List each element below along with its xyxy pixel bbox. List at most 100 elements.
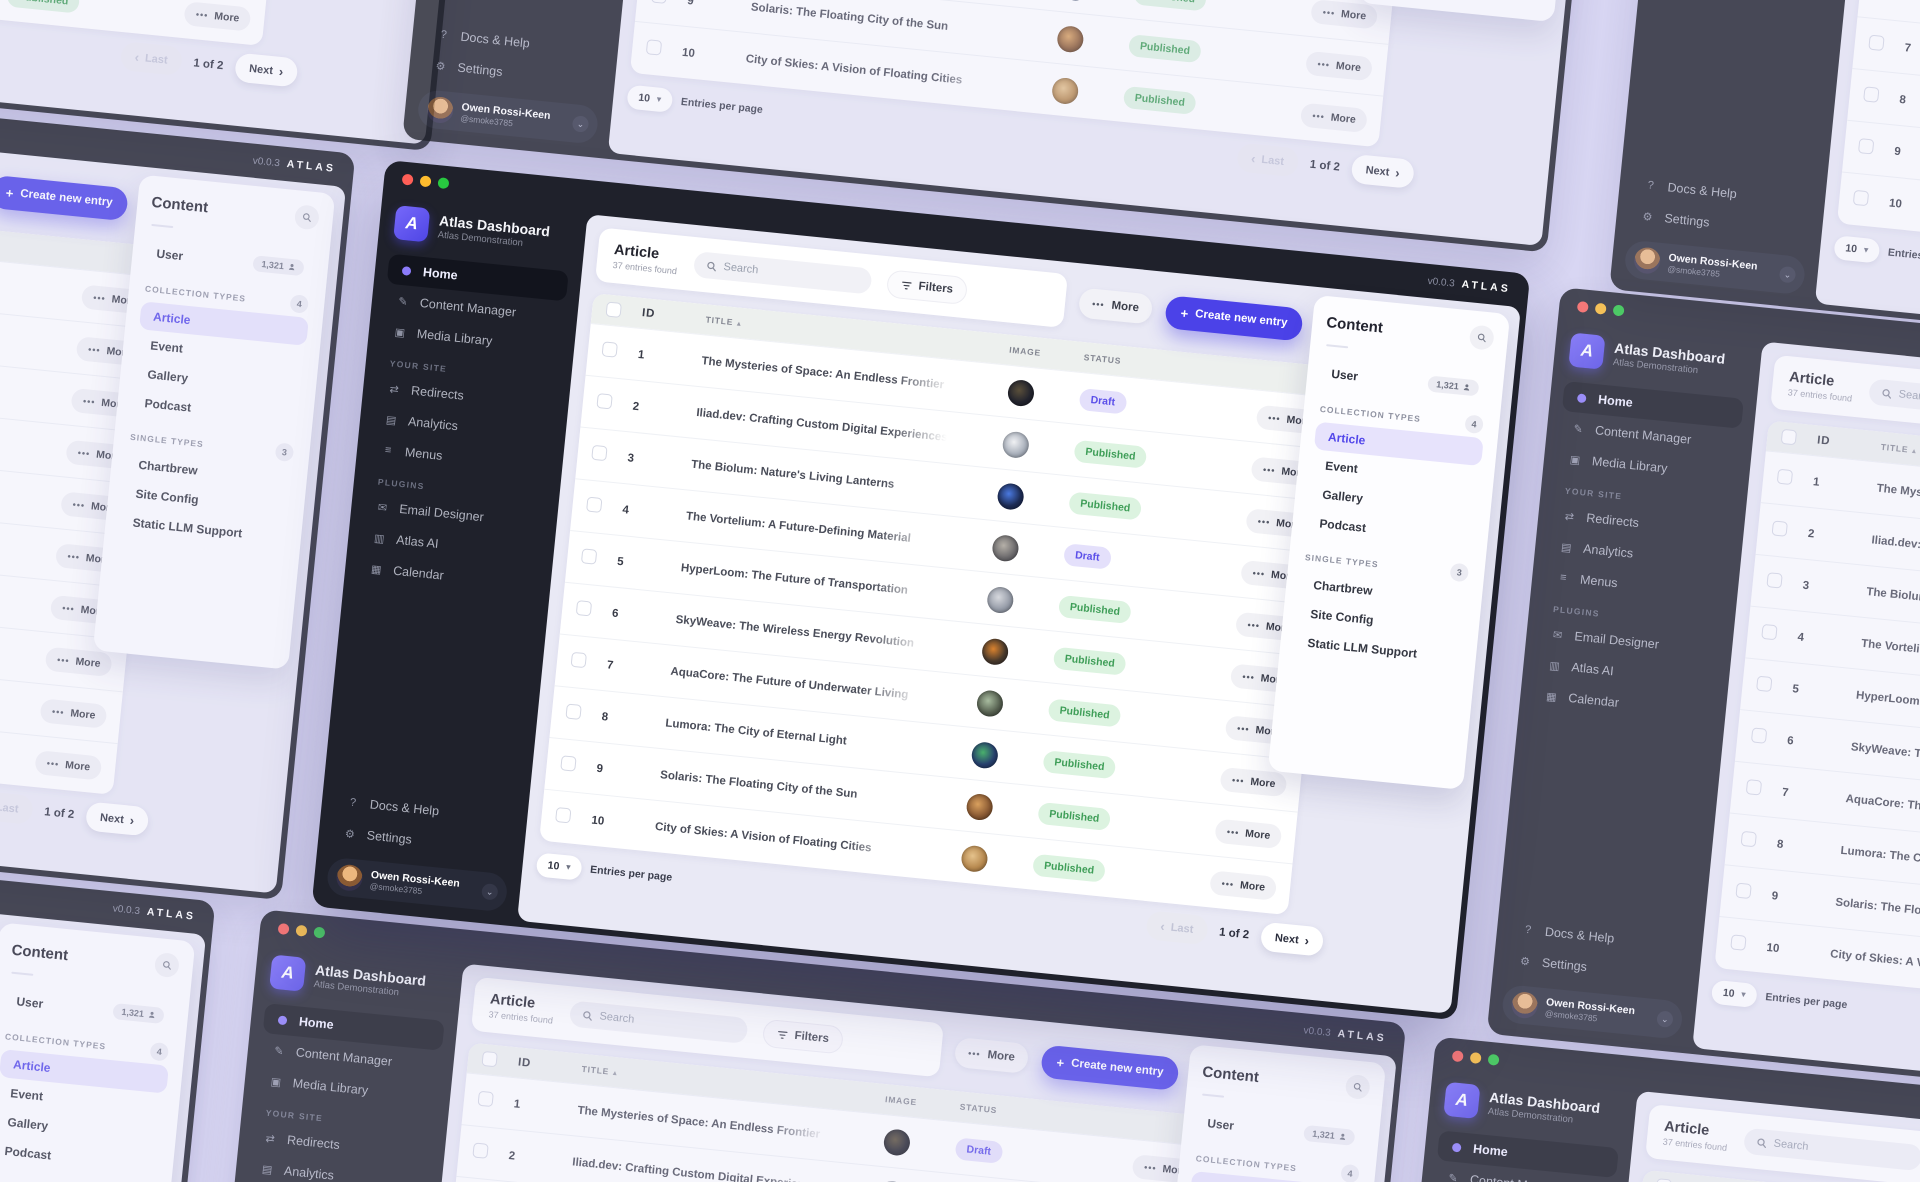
last-page-button[interactable]: ‹ Last — [1235, 142, 1300, 178]
column-header-status[interactable]: STATUS — [959, 1101, 998, 1116]
row-checkbox[interactable] — [1776, 468, 1794, 485]
search-input[interactable]: Search — [1867, 378, 1920, 422]
row-checkbox[interactable] — [1863, 85, 1880, 103]
zoom-window-button[interactable] — [313, 926, 326, 939]
column-header-status[interactable]: STATUS — [0, 232, 37, 255]
row-checkbox[interactable] — [1730, 933, 1747, 951]
row-checkbox[interactable] — [1771, 519, 1789, 537]
select-all-checkbox[interactable] — [1780, 428, 1798, 445]
sort-icon[interactable]: ▴ — [736, 320, 742, 328]
last-page-button[interactable]: ‹ Last — [0, 789, 34, 825]
create-new-entry-button[interactable]: + Create new entry — [1040, 1044, 1180, 1091]
minimize-window-button[interactable] — [1594, 302, 1607, 315]
close-window-button[interactable] — [1451, 1049, 1464, 1062]
create-new-entry-button[interactable]: + Create new entry — [0, 174, 130, 221]
row-checkbox[interactable] — [591, 444, 608, 461]
entries-per-page-select[interactable]: 10 ▾ — [626, 84, 674, 113]
close-window-button[interactable] — [277, 922, 290, 935]
row-more-button[interactable]: ••• More — [1300, 102, 1368, 133]
column-header-id[interactable]: ID — [1816, 434, 1831, 448]
row-checkbox[interactable] — [1852, 189, 1870, 206]
user-card[interactable]: Owen Rossi-Keen @smoke3785 ⌄ — [325, 856, 509, 913]
panel-search-button[interactable] — [1468, 324, 1495, 351]
create-new-entry-button[interactable]: + Create new entry — [1164, 294, 1305, 342]
row-checkbox[interactable] — [555, 806, 572, 823]
close-window-button[interactable] — [401, 173, 414, 186]
row-checkbox[interactable] — [575, 599, 593, 616]
row-checkbox[interactable] — [1745, 778, 1763, 796]
row-checkbox[interactable] — [650, 0, 668, 4]
search-input[interactable]: Search — [568, 1000, 749, 1044]
row-checkbox[interactable] — [1857, 137, 1875, 155]
row-checkbox[interactable] — [560, 754, 577, 772]
row-checkbox[interactable] — [472, 1141, 489, 1159]
row-checkbox[interactable] — [596, 392, 613, 409]
row-checkbox[interactable] — [565, 703, 582, 720]
panel-item-user[interactable]: User 1,321 — [5, 985, 175, 1032]
next-page-button[interactable]: Next › — [84, 801, 150, 837]
minimize-window-button[interactable] — [295, 924, 308, 937]
panel-search-button[interactable] — [1344, 1073, 1371, 1101]
row-more-button[interactable]: ••• More — [1310, 0, 1379, 30]
row-checkbox[interactable] — [580, 547, 598, 565]
column-header-id[interactable]: ID — [641, 307, 656, 321]
row-checkbox[interactable] — [1761, 623, 1778, 640]
panel-item-user[interactable]: User 1,321 — [145, 238, 315, 285]
row-checkbox[interactable] — [1750, 726, 1768, 744]
entries-per-page-select[interactable]: 10 ▾ — [1710, 979, 1758, 1008]
row-more-button[interactable]: ••• More — [34, 749, 103, 781]
select-all-checkbox[interactable] — [1655, 1177, 1673, 1182]
row-checkbox[interactable] — [570, 651, 588, 668]
next-page-button[interactable]: Next › — [233, 52, 299, 88]
more-button[interactable]: ••• More — [1077, 287, 1154, 325]
zoom-window-button[interactable] — [1487, 1053, 1500, 1066]
last-page-button[interactable]: ‹ Last — [1145, 910, 1209, 946]
chevron-down-icon[interactable]: ⌄ — [1778, 265, 1797, 284]
search-input[interactable]: Search — [692, 250, 873, 295]
filters-button[interactable]: Filters — [761, 1018, 845, 1055]
chevron-down-icon[interactable]: ⌄ — [481, 883, 499, 901]
select-all-checkbox[interactable] — [605, 301, 622, 318]
row-more-button[interactable]: ••• More — [1209, 869, 1278, 901]
row-checkbox[interactable] — [601, 340, 619, 358]
column-header-status[interactable]: STATUS — [1083, 352, 1122, 366]
panel-item-user[interactable]: User 1,321 — [1196, 1107, 1366, 1154]
zoom-window-button[interactable] — [1612, 304, 1625, 317]
zoom-window-button[interactable] — [437, 176, 450, 189]
close-window-button[interactable] — [1576, 300, 1589, 313]
user-card[interactable]: Owen Rossi-Keen @smoke3785 ⌄ — [416, 88, 600, 145]
entries-per-page-select[interactable]: 10 ▾ — [535, 851, 583, 881]
more-button[interactable]: ••• More — [953, 1036, 1030, 1074]
filters-button[interactable]: Filters — [885, 269, 969, 306]
sort-icon[interactable]: ▴ — [1911, 447, 1917, 456]
chevron-down-icon[interactable]: ⌄ — [571, 115, 590, 133]
chevron-down-icon[interactable]: ⌄ — [1656, 1010, 1674, 1028]
minimize-window-button[interactable] — [1469, 1051, 1482, 1064]
column-header-id[interactable]: ID — [517, 1056, 532, 1070]
sort-icon[interactable]: ▴ — [612, 1069, 618, 1078]
user-card[interactable]: Owen Rossi-Keen @smoke3785 ⌄ — [1500, 984, 1684, 1040]
panel-item-user[interactable]: User 1,321 — [1320, 358, 1490, 405]
entries-per-page-select[interactable]: 10 ▾ — [1833, 234, 1881, 264]
minimize-window-button[interactable] — [419, 174, 432, 187]
next-page-button[interactable]: Next › — [1259, 921, 1325, 957]
row-checkbox[interactable] — [586, 496, 603, 513]
row-checkbox[interactable] — [645, 38, 663, 56]
row-checkbox[interactable] — [1766, 571, 1783, 589]
row-checkbox[interactable] — [1868, 34, 1885, 51]
search-input[interactable]: Search — [1742, 1127, 1920, 1172]
select-all-checkbox[interactable] — [481, 1050, 498, 1067]
row-more-button[interactable]: ••• More — [1305, 50, 1374, 81]
row-checkbox[interactable] — [1756, 675, 1773, 692]
last-page-button[interactable]: ‹ Last — [119, 41, 183, 76]
row-checkbox[interactable] — [1740, 830, 1758, 847]
next-page-button[interactable]: Next › — [1350, 153, 1416, 189]
row-checkbox[interactable] — [477, 1090, 494, 1107]
row-more-button[interactable]: ••• More — [1214, 818, 1283, 849]
user-card[interactable]: Owen Rossi-Keen @smoke3785 ⌄ — [1623, 239, 1807, 296]
panel-search-button[interactable] — [293, 204, 321, 231]
panel-search-button[interactable] — [153, 951, 181, 979]
row-checkbox[interactable] — [1735, 882, 1752, 899]
row-more-button[interactable]: ••• More — [183, 0, 252, 32]
row-more-button[interactable]: ••• More — [39, 697, 108, 729]
